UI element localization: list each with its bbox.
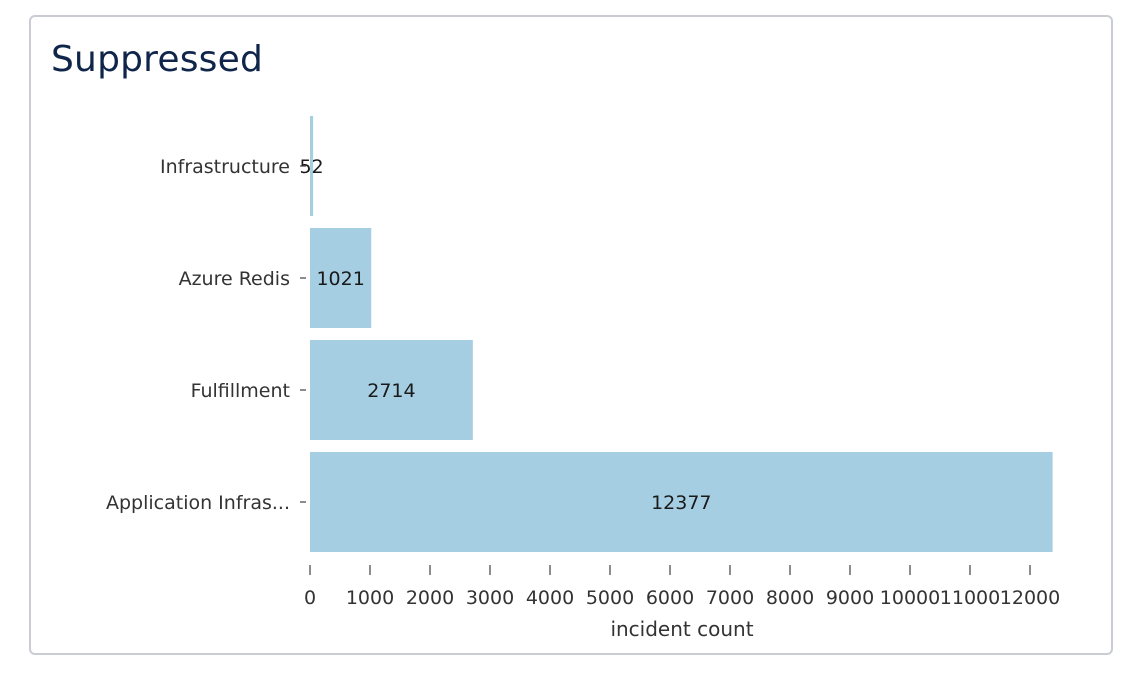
- panel-title: Suppressed: [51, 39, 264, 80]
- data-label: 2714: [367, 380, 415, 402]
- x-tick-label: 1000: [346, 587, 394, 609]
- x-tick-label: 3000: [466, 587, 514, 609]
- y-tick-label: Application Infras...: [106, 492, 290, 514]
- y-tick-label: Infrastructure: [160, 156, 290, 178]
- data-label: 12377: [651, 492, 711, 514]
- y-tick-label: Fulfillment: [191, 380, 290, 402]
- x-tick-label: 2000: [406, 587, 454, 609]
- bar: [310, 228, 372, 328]
- data-label: 52: [299, 156, 323, 178]
- x-tick-label: 12000: [1000, 587, 1060, 609]
- bar: [310, 452, 1053, 552]
- x-axis-label: incident count: [610, 617, 753, 641]
- x-tick-label: 10000: [880, 587, 940, 609]
- x-tick-label: 4000: [526, 587, 574, 609]
- x-tick-label: 8000: [766, 587, 814, 609]
- x-tick-label: 6000: [646, 587, 694, 609]
- data-label: 1021: [316, 268, 364, 290]
- bar: [310, 340, 473, 440]
- x-tick-label: 9000: [826, 587, 874, 609]
- y-tick-label: Azure Redis: [179, 268, 290, 290]
- x-tick-label: 0: [304, 587, 316, 609]
- x-tick-label: 7000: [706, 587, 754, 609]
- x-tick-label: 11000: [940, 587, 1000, 609]
- x-tick-label: 5000: [586, 587, 634, 609]
- bar: [310, 116, 314, 216]
